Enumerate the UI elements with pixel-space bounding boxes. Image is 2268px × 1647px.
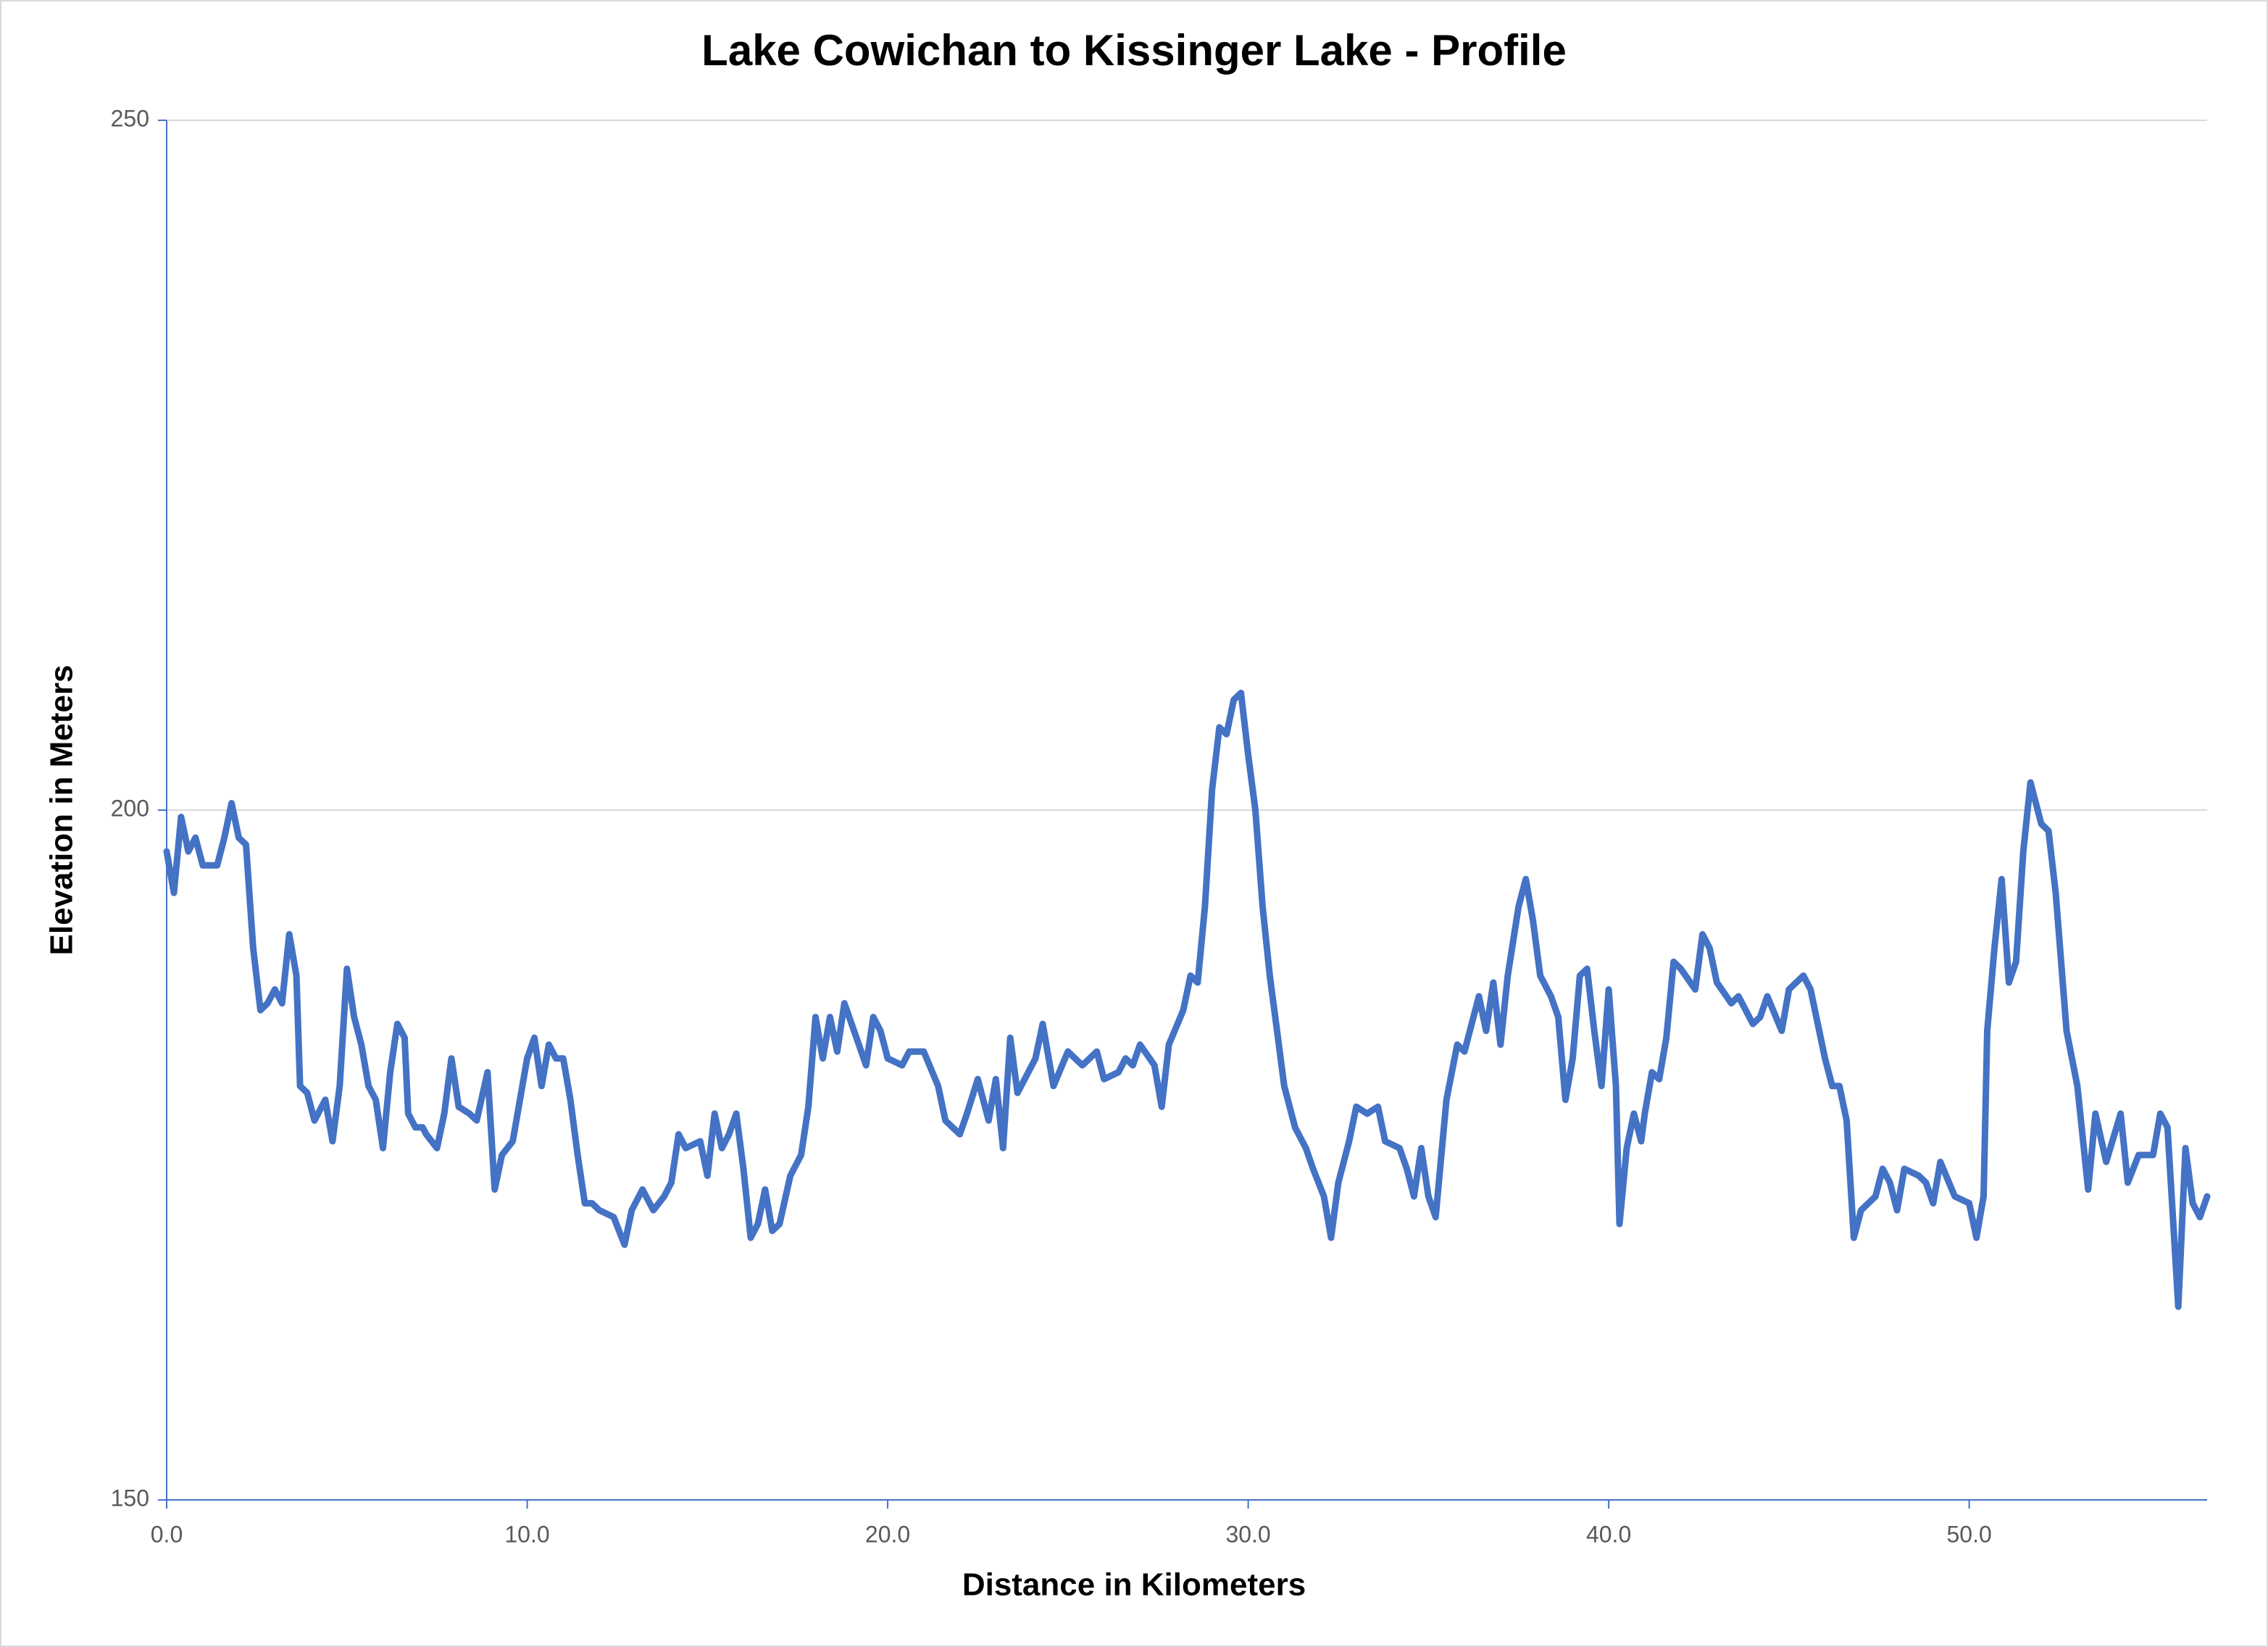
chart-title: Lake Cowichan to Kissinger Lake - Profil… — [701, 26, 1567, 75]
y-tick-label: 250 — [111, 105, 149, 131]
x-tick-label: 50.0 — [1946, 1521, 1991, 1547]
x-tick-label: 20.0 — [865, 1521, 910, 1547]
y-tick-label: 150 — [111, 1485, 149, 1511]
x-tick-label: 10.0 — [504, 1521, 549, 1547]
x-tick-label: 0.0 — [151, 1521, 183, 1547]
x-axis-label: Distance in Kilometers — [962, 1567, 1306, 1603]
y-axis-label: Elevation in Meters — [44, 664, 80, 955]
x-tick-label: 30.0 — [1225, 1521, 1270, 1547]
x-tick-label: 40.0 — [1586, 1521, 1631, 1547]
y-tick-label: 200 — [111, 795, 149, 821]
elevation-line — [163, 689, 2211, 1310]
